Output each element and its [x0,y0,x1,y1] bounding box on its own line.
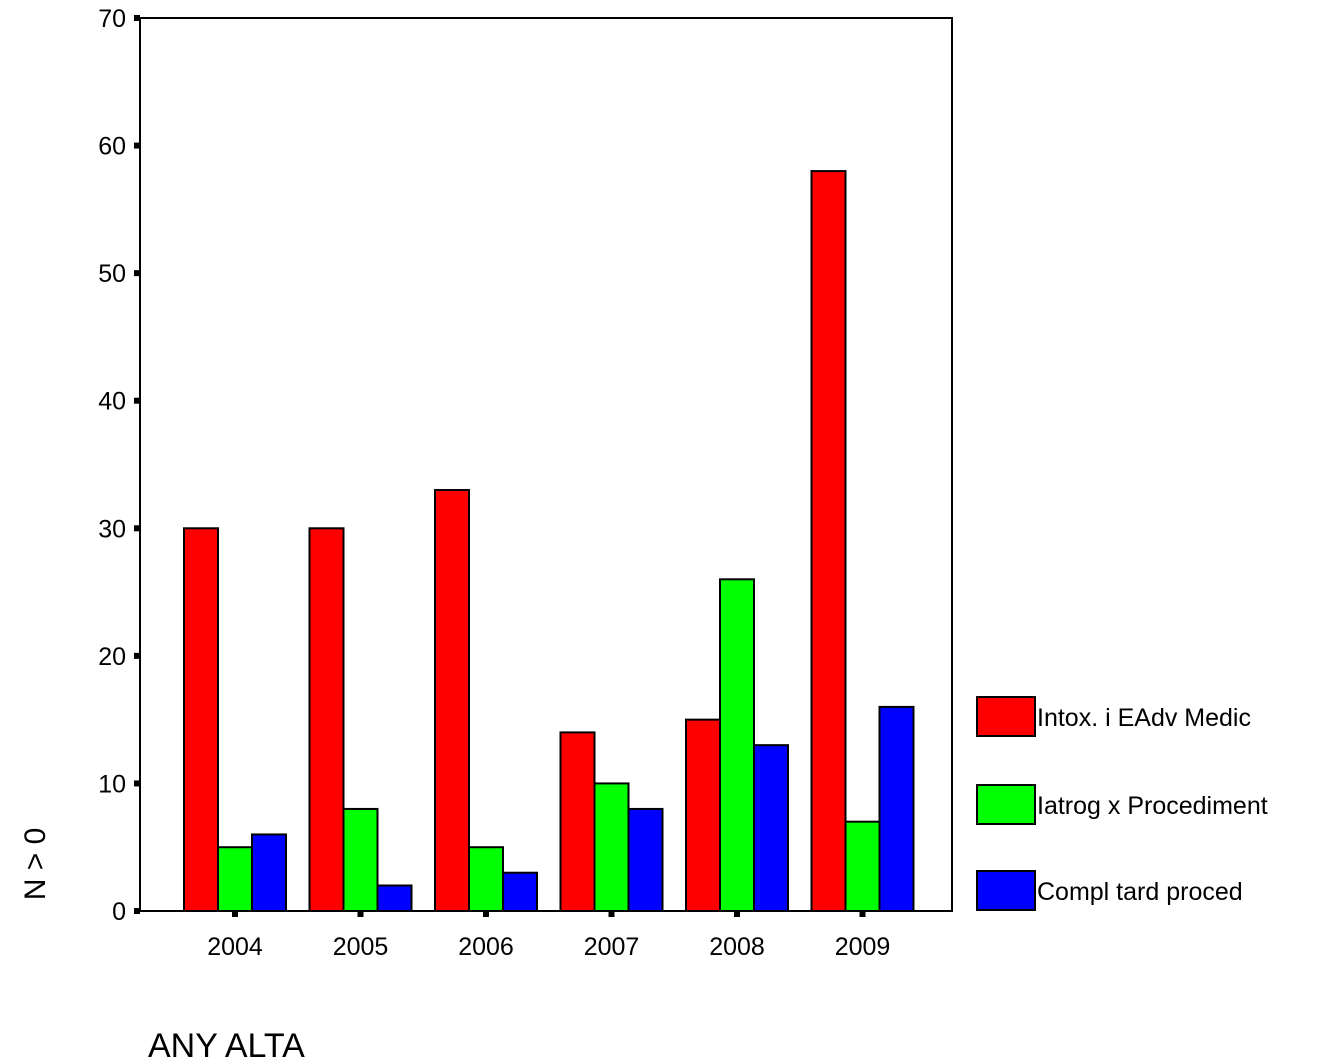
x-tick-label: 2008 [709,933,765,961]
bar-2008-series-2 [719,578,755,912]
x-tick-label: 2004 [207,933,263,961]
x-tick-mark [608,911,615,917]
x-tick-label: 2009 [835,933,891,961]
bars-layer [183,170,915,913]
bar-2004-series-3 [251,833,287,913]
x-tick-mark [859,911,866,917]
bar-2004-series-2 [217,846,253,913]
x-tick-mark [357,911,364,917]
y-tick-label: 20 [98,643,126,671]
x-axis-title: ANY ALTA [148,1027,305,1064]
y-tick-label: 40 [98,388,126,416]
legend-swatch [976,696,1036,737]
x-axis: 2004 2005 2006 2007 2008 2009 [207,911,890,961]
y-tick-label: 30 [98,515,126,543]
bar-2007-series-1 [559,731,596,913]
y-tick-mark [134,525,140,532]
y-tick-mark [134,908,140,914]
plot-area-frame [139,17,953,912]
y-tick-mark [134,652,140,659]
legend-label: Compl tard proced [1037,878,1243,906]
bar-2009-series-2 [844,820,881,913]
bar-2009-series-3 [878,705,915,913]
legend-swatch [976,784,1036,825]
legend-swatch [976,870,1036,911]
bar-2008-series-3 [753,744,789,913]
bar-2006-series-1 [434,489,470,912]
y-tick-mark [134,397,140,404]
y-axis: 0 10 20 30 40 50 60 70 [98,5,140,926]
bar-2006-series-3 [502,871,538,913]
legend: Intox. i EAdv Medic Iatrog x Procediment C… [976,696,1268,911]
x-tick-mark [232,911,238,917]
y-axis-title: N > 0 [19,828,52,901]
bar-2005-series-3 [376,884,413,913]
y-tick-label: 0 [112,898,126,926]
bar-2004-series-1 [183,527,219,912]
bar-2006-series-2 [468,846,504,913]
x-tick-label: 2006 [458,933,514,961]
bar-2007-series-3 [627,807,664,913]
y-tick-label: 70 [98,5,126,33]
bar-2008-series-1 [685,718,721,913]
legend-label: Intox. i EAdv Medic [1037,704,1251,732]
bar-2005-series-2 [342,807,379,913]
y-tick-mark [134,270,140,277]
x-tick-mark [734,911,740,917]
y-tick-mark [134,15,140,21]
bar-2007-series-2 [593,782,630,913]
x-tick-mark [483,911,489,917]
y-tick-mark [134,780,140,787]
bar-2009-series-1 [810,170,847,913]
y-tick-mark [134,142,140,149]
x-tick-label: 2005 [333,933,389,961]
x-tick-label: 2007 [584,933,640,961]
y-tick-label: 50 [98,260,126,288]
bar-2005-series-1 [308,527,345,912]
y-tick-label: 10 [98,770,126,798]
y-tick-label: 60 [98,133,126,161]
legend-label: Iatrog x Procediment [1037,792,1268,820]
